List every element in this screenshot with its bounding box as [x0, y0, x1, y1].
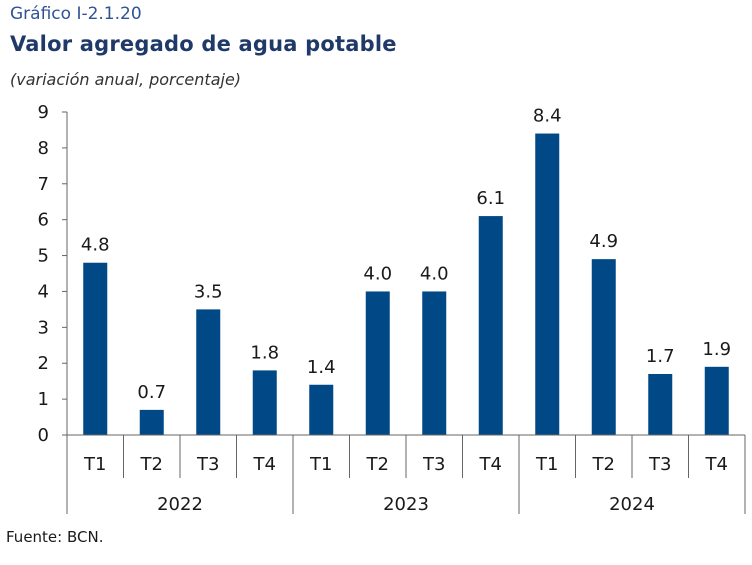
bar-value-label: 8.4 — [533, 106, 562, 127]
y-tick-label: 0 — [38, 425, 49, 446]
x-group-label: 2022 — [157, 494, 203, 515]
x-tick-label: T2 — [366, 454, 389, 475]
y-tick-label: 2 — [38, 353, 49, 374]
bar-value-label: 4.9 — [589, 231, 618, 252]
bar-value-label: 4.8 — [81, 235, 110, 256]
x-tick-label: T2 — [592, 454, 615, 475]
bar — [83, 262, 108, 435]
bar — [139, 409, 164, 435]
bar — [535, 133, 560, 436]
x-tick-label: T4 — [479, 454, 502, 475]
x-tick-label: T3 — [648, 454, 671, 475]
bar-value-label: 1.9 — [702, 339, 731, 360]
bar-value-label: 4.0 — [420, 263, 449, 284]
x-tick-label: T1 — [309, 454, 332, 475]
y-tick-label: 8 — [38, 138, 49, 159]
chart-title: Valor agregado de agua potable — [10, 32, 397, 56]
bar-value-label: 1.8 — [250, 342, 279, 363]
bar — [196, 309, 221, 435]
y-tick-label: 5 — [38, 246, 49, 267]
x-tick-label: T4 — [253, 454, 276, 475]
bar — [591, 259, 616, 435]
bar — [252, 370, 277, 435]
x-group-label: 2024 — [609, 494, 655, 515]
bar-value-label: 0.7 — [137, 382, 166, 403]
y-tick-label: 4 — [38, 281, 49, 302]
bar — [365, 291, 390, 435]
bar — [478, 216, 503, 435]
y-tick-label: 7 — [38, 174, 49, 195]
y-tick-label: 6 — [38, 210, 49, 231]
chart-subtitle: (variación anual, porcentaje) — [10, 70, 242, 89]
x-tick-label: T4 — [705, 454, 728, 475]
bar-chart: 0 1 2 3 4 5 6 7 8 9 4.8 0.7 3.5 1.8 1.4 4.0 4.0 6.1 8.4 4.9… — [38, 102, 746, 515]
bar-value-label: 6.1 — [476, 188, 505, 209]
bar — [704, 366, 729, 435]
x-tick-label: T3 — [196, 454, 219, 475]
chart-kicker: Gráfico I-2.1.20 — [10, 4, 142, 24]
bar — [648, 373, 673, 435]
x-group-label: 2023 — [383, 494, 429, 515]
x-tick-label: T2 — [140, 454, 163, 475]
y-tick-label: 1 — [38, 389, 49, 410]
bar-value-label: 3.5 — [194, 281, 223, 302]
x-tick-label: T1 — [83, 454, 106, 475]
bar — [422, 291, 447, 435]
y-tick-label: 9 — [38, 102, 49, 123]
bar-value-label: 1.4 — [307, 357, 336, 378]
x-tick-label: T3 — [422, 454, 445, 475]
y-tick-label: 3 — [38, 317, 49, 338]
bar-value-label: 4.0 — [363, 263, 392, 284]
source-note: Fuente: BCN. — [6, 528, 104, 546]
bar-value-label: 1.7 — [646, 346, 675, 367]
bar — [309, 384, 334, 435]
x-tick-label: T1 — [535, 454, 558, 475]
